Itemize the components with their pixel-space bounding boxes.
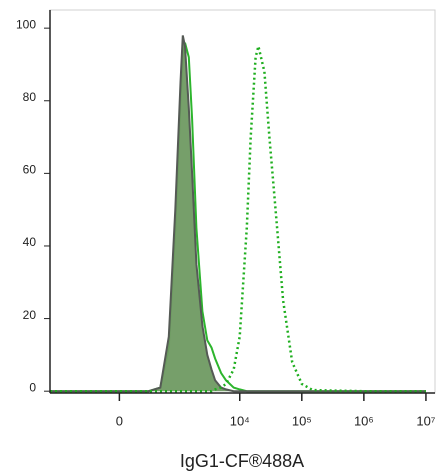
plot-frame	[49, 9, 436, 394]
y-tick-label: 60	[23, 163, 37, 177]
y-tick-label: 20	[23, 308, 37, 322]
x-tick-label: 0	[116, 413, 123, 428]
x-tick-label: 10⁷	[416, 413, 435, 428]
y-tick-label: 0	[29, 380, 36, 394]
x-tick-label: 10⁵	[292, 413, 312, 428]
histogram-line	[50, 35, 426, 393]
histogram-line	[50, 42, 426, 393]
y-tick-label: 40	[23, 235, 37, 249]
x-tick-label: 10⁴	[230, 413, 250, 428]
y-tick-label: 80	[23, 90, 37, 104]
x-tick-label: 10⁶	[354, 413, 374, 428]
histogram-line	[50, 45, 426, 393]
y-tick-label: 100	[16, 17, 36, 31]
x-axis-label: IgG1-CF®488A	[180, 451, 304, 471]
